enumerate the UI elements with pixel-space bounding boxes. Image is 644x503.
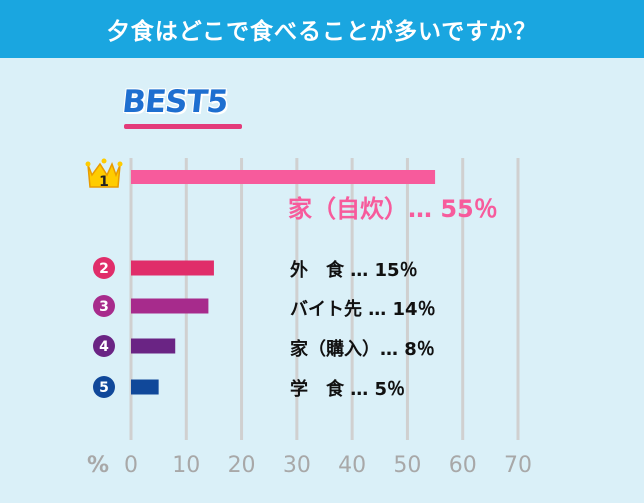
x-tick-label: 0 bbox=[124, 453, 138, 478]
crown-dot bbox=[85, 161, 91, 167]
rank-number: 4 bbox=[99, 339, 109, 355]
crown-icon: 1 bbox=[85, 158, 123, 190]
bars bbox=[131, 170, 436, 395]
value-label: 学 食 … 5％ bbox=[290, 378, 405, 400]
rank-markers: 1 2 3 4 5 bbox=[85, 158, 123, 398]
x-axis-ticks: 0 10 20 30 40 50 60 70% bbox=[87, 453, 532, 478]
x-tick-label: 10 bbox=[172, 453, 200, 478]
rank-circle bbox=[93, 376, 115, 398]
crown-shape bbox=[87, 162, 121, 188]
rank-number: 1 bbox=[99, 174, 109, 190]
bar bbox=[131, 170, 436, 184]
bar bbox=[131, 260, 214, 276]
value-label: 家（自炊）… 55％ bbox=[288, 195, 498, 223]
crown-dot bbox=[101, 158, 107, 164]
value-label: 家（購入）… 8％ bbox=[290, 338, 435, 360]
value-label: バイト先 … 14％ bbox=[290, 298, 436, 320]
rank-circle bbox=[93, 257, 115, 279]
bar bbox=[131, 298, 209, 314]
bar bbox=[131, 338, 176, 354]
crown-dot bbox=[117, 161, 123, 167]
x-unit-label: % bbox=[87, 453, 109, 478]
rank-badge: 4 bbox=[93, 335, 115, 357]
value-labels: 家（自炊）… 55％ 外 食 … 15％ バイト先 … 14％ 家（購入）… 8％ 学 … bbox=[288, 195, 498, 400]
rank-number: 2 bbox=[99, 261, 109, 277]
x-tick-label: 60 bbox=[449, 453, 477, 478]
rank-number: 5 bbox=[99, 380, 109, 396]
rank-circle bbox=[93, 335, 115, 357]
bar bbox=[131, 379, 159, 395]
x-tick-label: 30 bbox=[283, 453, 311, 478]
rank-circle bbox=[93, 295, 115, 317]
value-label: 外 食 … 15％ bbox=[290, 259, 418, 281]
x-tick-label: 40 bbox=[338, 453, 366, 478]
rank-badge: 2 bbox=[93, 257, 115, 279]
page-title: 夕食はどこで食べることが多いですか？ bbox=[0, 0, 644, 58]
rank-number: 3 bbox=[99, 299, 109, 315]
rank-badge: 5 bbox=[93, 376, 115, 398]
rank-badge: 3 bbox=[93, 295, 115, 317]
x-tick-label: 50 bbox=[393, 453, 421, 478]
x-tick-label: 20 bbox=[228, 453, 256, 478]
gridlines bbox=[129, 158, 520, 440]
x-tick-label: 70 bbox=[504, 453, 532, 478]
best5-underline bbox=[124, 124, 242, 129]
